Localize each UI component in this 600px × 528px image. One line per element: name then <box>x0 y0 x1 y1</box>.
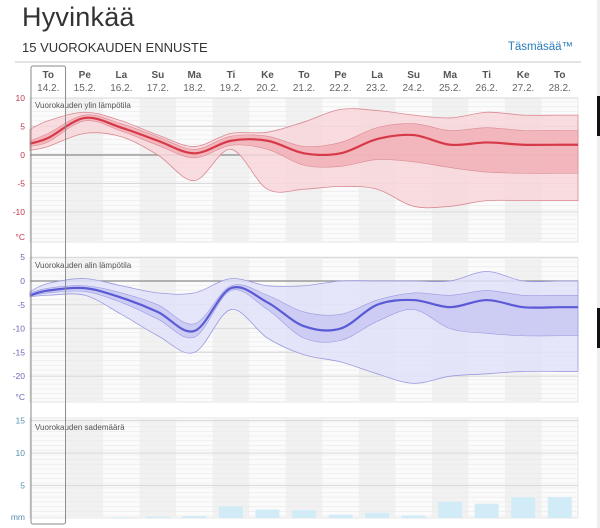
y-tick-label: 5 <box>20 481 25 491</box>
day-column-shade <box>358 418 396 518</box>
day-name[interactable]: La <box>371 70 383 81</box>
day-date[interactable]: 17.2. <box>147 83 169 94</box>
day-column-shade <box>139 98 177 242</box>
day-date[interactable]: 25.2. <box>439 83 461 94</box>
day-date[interactable]: 15.2. <box>74 83 96 94</box>
min-temp-inner-band <box>29 284 579 343</box>
precip-bar <box>474 503 499 518</box>
y-tick-label: -5 <box>17 179 25 189</box>
selected-day-highlight[interactable] <box>30 65 67 525</box>
precip-bar <box>401 515 426 518</box>
right-edge-marker <box>597 96 600 136</box>
day-date[interactable]: 24.2. <box>402 83 424 94</box>
y-tick-label: 0 <box>20 150 25 160</box>
day-column-shade <box>212 98 250 242</box>
y-unit-label: °C <box>15 392 25 402</box>
y-tick-label: 10 <box>16 93 26 103</box>
day-date[interactable]: 28.2. <box>549 83 571 94</box>
y-tick-label: 0 <box>20 276 25 286</box>
day-name[interactable]: La <box>115 70 127 81</box>
day-date[interactable]: 14.2. <box>37 83 59 94</box>
min-temp-panel-title: Vuorokauden alin lämpötila <box>35 261 132 270</box>
max-temp-inner-band <box>29 114 579 174</box>
precip-bar <box>328 514 353 518</box>
day-name[interactable]: Ke <box>261 70 274 81</box>
y-unit-label: °C <box>15 232 25 242</box>
day-name[interactable]: Su <box>151 70 164 81</box>
day-column-shade <box>285 418 323 518</box>
day-name[interactable]: Pe <box>79 70 92 81</box>
day-date[interactable]: 22.2. <box>329 83 351 94</box>
precip-bar <box>182 516 207 518</box>
day-name[interactable]: To <box>43 70 54 81</box>
max-temp-panel-title: Vuorokauden ylin lämpötila <box>35 101 131 110</box>
precip-bar <box>511 497 536 518</box>
day-name[interactable]: Ti <box>482 70 491 81</box>
day-date[interactable]: 18.2. <box>183 83 205 94</box>
y-tick-label: -5 <box>17 300 25 310</box>
y-tick-label: 10 <box>16 448 26 458</box>
y-tick-label: -10 <box>13 324 26 334</box>
day-column-shade <box>212 418 250 518</box>
page-title: Hyvinkää <box>22 2 135 32</box>
day-date[interactable]: 21.2. <box>293 83 315 94</box>
precip-panel-title: Vuorokauden sademäärä <box>35 423 125 432</box>
day-column-shade <box>139 418 177 518</box>
header-divider <box>15 61 581 63</box>
day-name[interactable]: Ma <box>187 70 201 81</box>
y-tick-label: -10 <box>13 207 26 217</box>
precip-bar <box>218 506 243 518</box>
day-date[interactable]: 23.2. <box>366 83 388 94</box>
day-name[interactable]: Ti <box>227 70 236 81</box>
day-date[interactable]: 19.2. <box>220 83 242 94</box>
y-tick-label: -15 <box>13 347 26 357</box>
day-name[interactable]: Su <box>407 70 420 81</box>
day-date[interactable]: 16.2. <box>110 83 132 94</box>
forecast-subtitle: 15 VUOROKAUDEN ENNUSTE <box>22 40 208 55</box>
y-tick-label: -20 <box>13 371 26 381</box>
day-column-shade <box>66 418 104 518</box>
day-column-shade <box>431 418 469 518</box>
precip-bar <box>438 501 463 518</box>
day-name[interactable]: Ke <box>517 70 530 81</box>
precip-bar <box>145 516 170 518</box>
right-edge-marker <box>597 308 600 348</box>
precip-bar <box>365 512 390 518</box>
day-date[interactable]: 20.2. <box>256 83 278 94</box>
precip-bar <box>292 510 316 518</box>
day-name[interactable]: Ma <box>443 70 457 81</box>
y-tick-label: 5 <box>20 252 25 262</box>
day-name[interactable]: To <box>298 70 309 81</box>
day-name[interactable]: To <box>554 70 565 81</box>
y-unit-label: mm <box>11 512 25 522</box>
tasmasaa-link[interactable]: Täsmäsää™ <box>507 41 573 53</box>
day-date[interactable]: 27.2. <box>512 83 534 94</box>
day-name[interactable]: Pe <box>334 70 347 81</box>
day-date[interactable]: 26.2. <box>476 83 498 94</box>
y-tick-label: 15 <box>16 416 26 426</box>
y-tick-label: 5 <box>20 122 25 132</box>
right-scrollbar-track[interactable] <box>597 0 600 528</box>
precip-bar <box>109 517 134 518</box>
precip-bar <box>255 509 280 518</box>
precip-bar <box>547 497 572 518</box>
